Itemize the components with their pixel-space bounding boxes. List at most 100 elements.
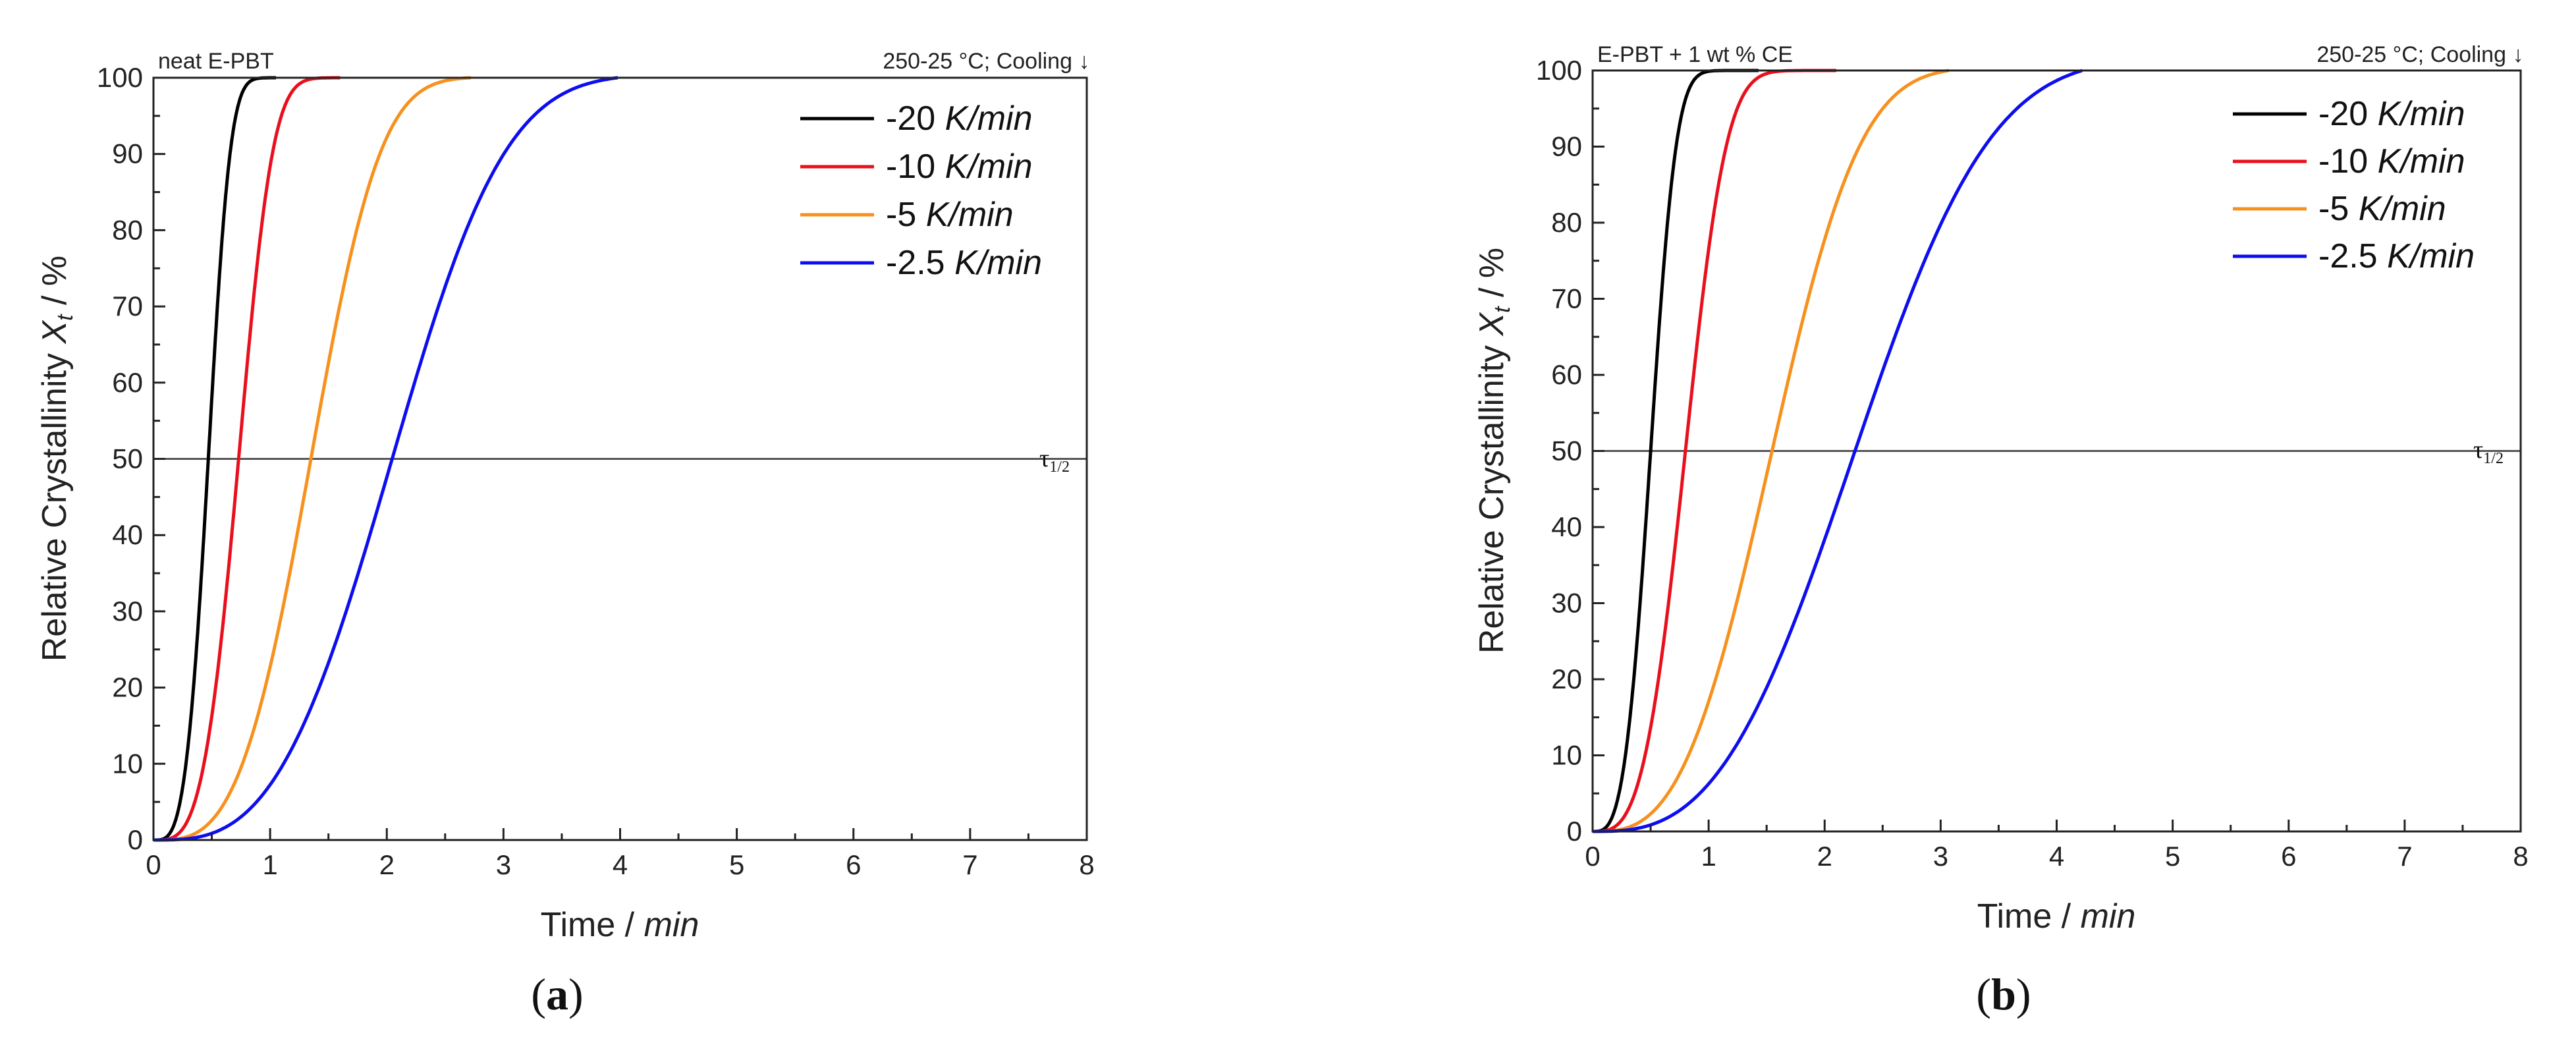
- panel-b-legend-label-2: -5 K/min: [2318, 190, 2446, 228]
- panel-b-legend-rate-2: -5: [2318, 190, 2359, 228]
- panel-a-header-right: 250-25 °C; Cooling: [883, 49, 1072, 74]
- panel-a-y-axis-space: [36, 344, 74, 353]
- panel-b-legend-rate-3: -2.5: [2318, 237, 2387, 275]
- panel-a-y-tick-label: 40: [112, 519, 143, 550]
- panel-a-legend-unit-2: K/min: [926, 196, 1014, 234]
- panel-a-y-tick-label: 30: [112, 596, 143, 627]
- panel-b-caption-close: ): [2016, 969, 2031, 1019]
- panel-a-caption-open: (: [531, 969, 546, 1019]
- panel-a-x-tick-label: 1: [262, 849, 277, 880]
- panel-b-legend: -20 K/min-10 K/min-5 K/min-2.5 K/min: [2233, 95, 2475, 275]
- panel-b-y-axis-separator: /: [1473, 278, 1511, 306]
- panel-a-series-line-2: [153, 76, 471, 842]
- panel-b-y-tick-label: 40: [1551, 511, 1582, 542]
- panel-b-y-tick-label: 30: [1551, 588, 1582, 619]
- panel-b-y-tick-label: 90: [1551, 131, 1582, 162]
- panel-a-x-tick-label: 7: [962, 849, 977, 880]
- panel-b-tau-label: τ1/2: [2473, 436, 2504, 467]
- panel-b-y-tick-label: 80: [1551, 207, 1582, 238]
- panel-b-y-tick-label: 0: [1567, 816, 1582, 847]
- panel-b-y-axis-symbol: X: [1473, 312, 1511, 337]
- panel-a-y-axis-unit: %: [36, 256, 74, 286]
- panel-a-legend-unit-1: K/min: [945, 148, 1033, 186]
- panel-a-x-tick-label: 6: [846, 849, 861, 880]
- panel-b-y-axis-title: Relative Crystallinity Xt / %: [1473, 248, 1515, 654]
- panel-b-x-tick-label: 3: [1933, 841, 1948, 872]
- panel-b-y-axis-unit: %: [1473, 248, 1511, 278]
- panel-a-y-tick-label: 0: [128, 824, 143, 855]
- panel-a-x-axis-title: Time / min: [541, 906, 699, 944]
- panel-b-caption-open: (: [1976, 969, 1991, 1019]
- panel-b-header-right: 250-25 °C; Cooling: [2316, 42, 2506, 67]
- panel-a-series-line-1: [152, 76, 341, 842]
- panel-b-legend-unit-1: K/min: [2378, 142, 2465, 181]
- panel-b-x-tick-label: 1: [1701, 841, 1716, 872]
- panel-b-x-axis-separator: /: [2052, 897, 2080, 936]
- panel-b-x-axis-title: Time / min: [1977, 897, 2136, 936]
- panel-a-legend-label-3: -2.5 K/min: [886, 244, 1042, 282]
- panel-a-x-tick-label: 5: [729, 849, 744, 880]
- panel-a-caption-letter: a: [546, 969, 568, 1019]
- panel-a-legend-rate-3: -2.5: [886, 244, 954, 282]
- panel-b-legend-unit-2: K/min: [2359, 190, 2446, 228]
- panel-b-y-tick-label: 20: [1551, 663, 1582, 694]
- panel-b-legend-unit-3: K/min: [2387, 237, 2475, 275]
- panel-b-x-axis-unit: min: [2081, 897, 2136, 936]
- panel-b-tau-subscript: 1/2: [2483, 450, 2504, 467]
- panel-b-x-tick-label: 2: [1817, 841, 1832, 872]
- panel-b-series-line-2: [1593, 69, 1950, 833]
- panel-a-y-axis-symbol: X: [36, 320, 74, 345]
- panel-a-y-tick-label: 60: [112, 367, 143, 398]
- panel-a-y-tick-label: 90: [112, 138, 143, 169]
- panel-a-tau-subscript: 1/2: [1049, 459, 1070, 476]
- panel-b-series-line-3: [1593, 69, 2083, 833]
- panel-b-y-axis-label: Relative Crystallinity: [1473, 345, 1511, 654]
- panel-b-y-tick-label: 100: [1536, 55, 1582, 86]
- panel-a-x-axis-label: Time: [541, 906, 616, 944]
- panel-b-tau-symbol: τ: [2473, 436, 2483, 464]
- panel-b-x-tick-label: 0: [1585, 841, 1600, 872]
- panel-a-y-tick-label: 10: [112, 748, 143, 779]
- panel-b-caption: (b): [1976, 969, 2031, 1019]
- panel-a-series-layer: [152, 76, 618, 842]
- panel-a-legend-label-2: -5 K/min: [886, 196, 1014, 234]
- panel-a-x-tick-label: 3: [496, 849, 511, 880]
- panel-b-legend-label-3: -2.5 K/min: [2318, 237, 2475, 275]
- panel-a-legend-unit-3: K/min: [954, 244, 1042, 282]
- panel-a-caption-close: ): [568, 969, 584, 1019]
- panel-a-legend-label-0: -20 K/min: [886, 99, 1033, 138]
- panel-b-x-tick-label: 4: [2049, 841, 2064, 872]
- panel-a-header-arrow-icon: ↓: [1079, 49, 1090, 74]
- panel-b-y-tick-label: 10: [1551, 740, 1582, 771]
- panel-a-y-axis-label: Relative Crystallinity: [36, 353, 74, 661]
- panel-b-legend-rate-0: -20: [2318, 95, 2378, 133]
- panel-b-x-tick-label: 7: [2397, 841, 2412, 872]
- panel-b-x-tick-label: 6: [2281, 841, 2296, 872]
- panel-a-legend-rate-1: -10: [886, 148, 945, 186]
- panel-b-header-left: E-PBT + 1 wt % CE: [1597, 42, 1793, 67]
- panel-a-x-tick-label: 4: [613, 849, 628, 880]
- panel-a-header-left: neat E-PBT: [158, 49, 274, 74]
- panel-a-legend-label-1: -10 K/min: [886, 148, 1033, 186]
- panel-a-x-axis-unit: min: [644, 906, 699, 944]
- panel-b-x-tick-label: 5: [2165, 841, 2180, 872]
- panel-b-y-tick-label: 60: [1551, 359, 1582, 390]
- panel-b-legend-rate-1: -10: [2318, 142, 2378, 181]
- panel-a-legend-unit-0: K/min: [945, 99, 1033, 138]
- panel-a-y-tick-label: 20: [112, 672, 143, 703]
- panel-b-y-axis-space: [1473, 336, 1511, 345]
- panel-a-series-line-0: [152, 76, 277, 842]
- panel-b-y-tick-label: 50: [1551, 435, 1582, 466]
- panel-b-plot-frame: [1591, 69, 2522, 833]
- panel-b-y-tick-label: 70: [1551, 283, 1582, 314]
- panel-a-legend-rate-2: -5: [886, 196, 926, 234]
- panel-b-x-tick-label: 8: [2513, 841, 2528, 872]
- panel-a-tau-label: τ1/2: [1039, 445, 1070, 476]
- panel-b-legend-label-0: -20 K/min: [2318, 95, 2465, 133]
- panel-a-y-tick-label: 70: [112, 291, 143, 322]
- panel-a-x-tick-label: 2: [379, 849, 395, 880]
- panel-b-legend-unit-0: K/min: [2378, 95, 2465, 133]
